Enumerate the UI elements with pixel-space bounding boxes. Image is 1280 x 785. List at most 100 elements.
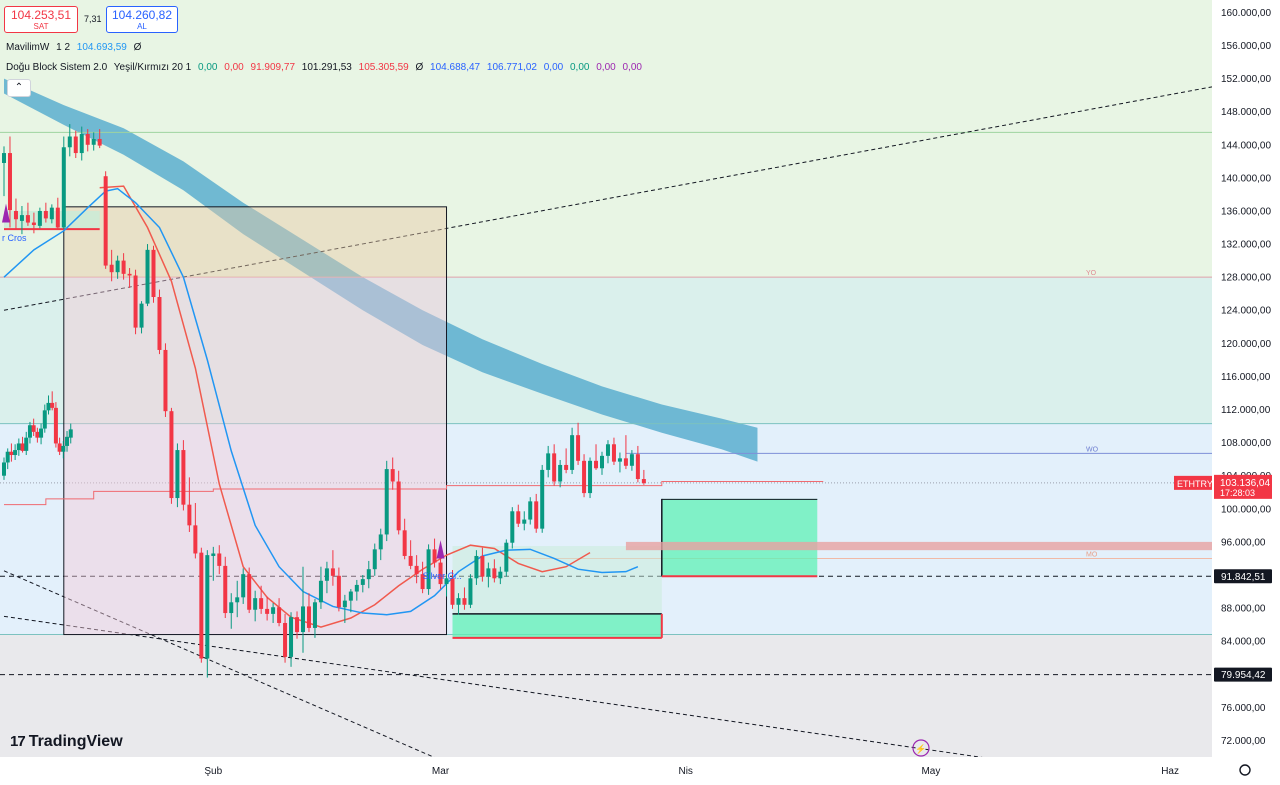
candle-body (510, 511, 515, 543)
candle-body (193, 525, 198, 554)
candle-body (97, 138, 102, 146)
mavilim-band-area (4, 78, 758, 462)
candle-body (61, 445, 66, 452)
candle-body (312, 602, 317, 628)
annotations: YO WO MO Silver Cr.. r Cros ⚡ (2, 203, 1099, 757)
candle-body (516, 511, 521, 524)
candle-body (43, 210, 48, 219)
candle-body (2, 153, 6, 163)
candle-body (342, 600, 347, 608)
candle-body (181, 450, 186, 505)
block-step-line (4, 481, 824, 506)
candle-body (396, 481, 401, 531)
y-tick-label: 88.000,00 (1221, 604, 1266, 615)
candle-body (611, 444, 616, 462)
candle-body (641, 479, 646, 484)
candle-body (175, 450, 180, 499)
candle-body (103, 176, 108, 266)
candle-body (420, 574, 425, 590)
candle-body (241, 574, 246, 598)
y-tick-label: 72.000,00 (1221, 736, 1266, 747)
candle-body (151, 249, 156, 298)
indicator-value: Ø (133, 42, 142, 53)
candle-body (65, 436, 70, 446)
candle-body (271, 607, 276, 614)
indicator-value: 101.291,53 (301, 62, 352, 73)
chevron-up-icon: ⌃ (14, 82, 24, 93)
resistance-zone (625, 541, 1212, 551)
candle-body (295, 617, 300, 633)
candle-body (73, 136, 78, 154)
candle-body (528, 501, 533, 520)
buy-price: 104.260,82 (111, 8, 173, 22)
candle-body (534, 501, 539, 529)
candle-body (492, 568, 497, 579)
level-tag-79954-bg (1214, 667, 1272, 682)
y-tick-label: 152.000,00 (1221, 74, 1271, 85)
y-tick-label: 116.000,00 (1221, 372, 1271, 383)
candle-body (552, 453, 557, 482)
candle-body (480, 555, 485, 577)
candle-body (139, 303, 144, 328)
candle-body (31, 425, 36, 432)
candle-body (217, 553, 222, 566)
candle-body (46, 402, 51, 411)
candle-body (127, 273, 132, 276)
y-tick-label: 120.000,00 (1221, 339, 1271, 350)
y-tick-label: 160.000,00 (1221, 8, 1271, 19)
symbol-tag-bg (1174, 475, 1212, 490)
candle-body (582, 460, 587, 494)
candle-body (50, 402, 55, 408)
candle-body (301, 606, 305, 633)
y-tick-label: 128.000,00 (1221, 273, 1271, 284)
candle-body (336, 575, 341, 608)
candle-body (49, 207, 54, 220)
y-tick-label: 148.000,00 (1221, 107, 1271, 118)
y-tick-label: 108.000,00 (1221, 438, 1271, 449)
zone-gray (0, 634, 1212, 757)
indicator-value: Ø (415, 62, 424, 73)
mavilim-line (3, 187, 639, 616)
current-price-tag-bg (1214, 474, 1272, 499)
buy-button[interactable]: 104.260,82 AL (106, 6, 178, 33)
sell-button[interactable]: 104.253,51 SAT (4, 6, 78, 33)
y-tick-label: 76.000,00 (1221, 703, 1266, 714)
candle-body (19, 215, 24, 221)
candle-body (564, 464, 569, 470)
candle-body (85, 134, 90, 145)
candle-body (13, 450, 18, 456)
mavilim-band (4, 78, 758, 462)
candle-body (157, 297, 162, 350)
candle-body (55, 207, 60, 228)
candle-body (594, 460, 599, 469)
candle-body (438, 562, 443, 585)
indicator-value: 0,00 (569, 62, 590, 73)
indicator-mavilim[interactable]: MavilimW 1 2 104.693,59 Ø (6, 42, 145, 53)
candle-body (205, 555, 210, 659)
y-tick-label: 124.000,00 (1221, 306, 1271, 317)
candle-body (61, 147, 66, 228)
indicator-name: Doğu Block Sistem 2.0 (6, 62, 108, 73)
sell-label: SAT (33, 22, 49, 31)
y-tick-label: 136.000,00 (1221, 206, 1271, 217)
red-average-curve (99, 185, 591, 628)
indicator-value: 0,00 (622, 62, 642, 73)
y-tick-label: 100.000,00 (1221, 504, 1271, 515)
candle-body (384, 469, 389, 535)
sell-price: 104.253,51 (10, 8, 72, 22)
candle-body (169, 411, 174, 499)
tradingview-logo: 17 TradingView (10, 733, 123, 751)
candle-body (9, 451, 14, 456)
y-tick-label: 156.000,00 (1221, 41, 1271, 52)
x-tick-label: Nis (678, 766, 692, 777)
indicator-lines (3, 185, 824, 628)
collapse-indicators-button[interactable]: ⌃ (7, 79, 31, 97)
indicator-params: Yeşil/Kırmızı 20 1 (113, 62, 192, 73)
indicator-dogu-block[interactable]: Doğu Block Sistem 2.0 Yeşil/Kırmızı 20 1… (6, 62, 646, 73)
candle-body (27, 425, 32, 438)
downtrend-line-steep (3, 570, 453, 766)
indicator-value: 0,00 (198, 62, 218, 73)
candle-body (25, 215, 30, 223)
